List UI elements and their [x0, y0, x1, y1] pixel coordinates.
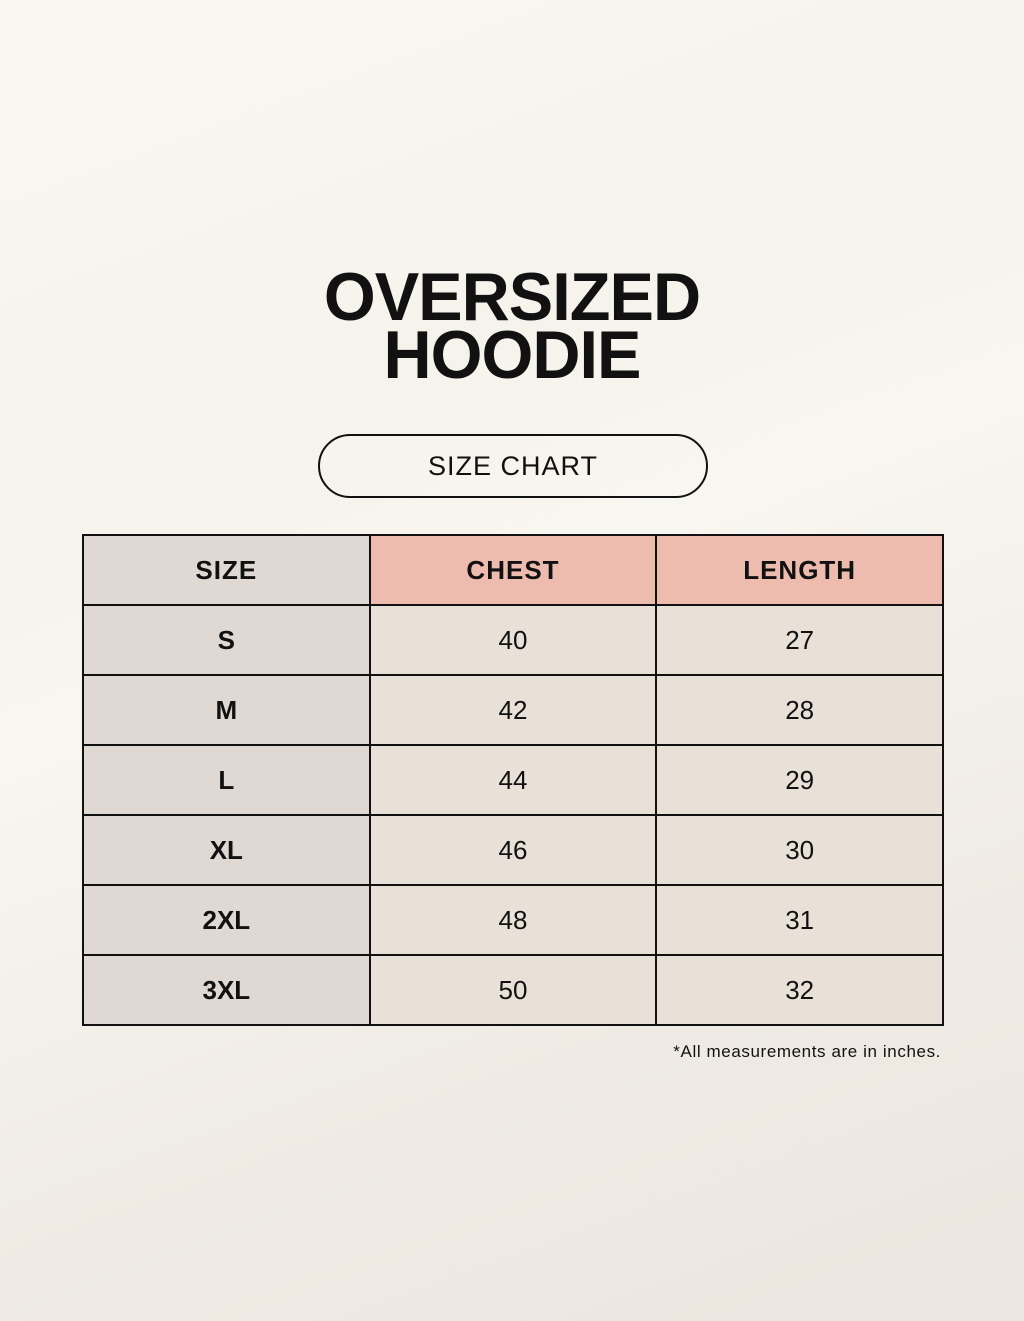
title-line-2: HOODIE	[383, 317, 641, 393]
header-chest: CHEST	[368, 534, 658, 606]
table-row: XL 46 30	[82, 814, 944, 886]
table-row: 2XL 48 31	[82, 884, 944, 956]
footnote: *All measurements are in inches.	[673, 1042, 941, 1061]
cell-size: L	[82, 744, 371, 816]
title-line-1: OVERSIZED	[323, 259, 701, 335]
cell-length: 28	[655, 674, 944, 746]
header-row: SIZE CHEST LENGTH	[82, 534, 944, 606]
cell-chest: 48	[368, 884, 658, 956]
cell-chest: 42	[368, 674, 658, 746]
header-size: SIZE	[82, 534, 371, 606]
cell-length: 27	[655, 604, 944, 676]
table-row: L 44 29	[82, 744, 944, 816]
cell-size: XL	[82, 814, 371, 886]
size-chart-label: SIZE CHART	[318, 434, 708, 498]
cell-length: 29	[655, 744, 944, 816]
page-title: OVERSIZED HOODIE	[10, 259, 1014, 393]
table-row: 3XL 50 32	[82, 954, 944, 1026]
cell-size: 3XL	[82, 954, 371, 1026]
cell-chest: 44	[368, 744, 658, 816]
cell-length: 30	[655, 814, 944, 886]
table-row: S 40 27	[82, 604, 944, 676]
cell-size: S	[82, 604, 371, 676]
header-length: LENGTH	[655, 534, 944, 606]
cell-length: 31	[655, 884, 944, 956]
table-row: M 42 28	[82, 674, 944, 746]
cell-length: 32	[655, 954, 944, 1026]
cell-chest: 46	[368, 814, 658, 886]
cell-chest: 40	[368, 604, 658, 676]
size-table: SIZE CHEST LENGTH S 40 27 M 42 28 L 44 29 XL 46 30 2…	[82, 534, 944, 1026]
cell-size: M	[82, 674, 371, 746]
cell-size: 2XL	[82, 884, 371, 956]
cell-chest: 50	[368, 954, 658, 1026]
